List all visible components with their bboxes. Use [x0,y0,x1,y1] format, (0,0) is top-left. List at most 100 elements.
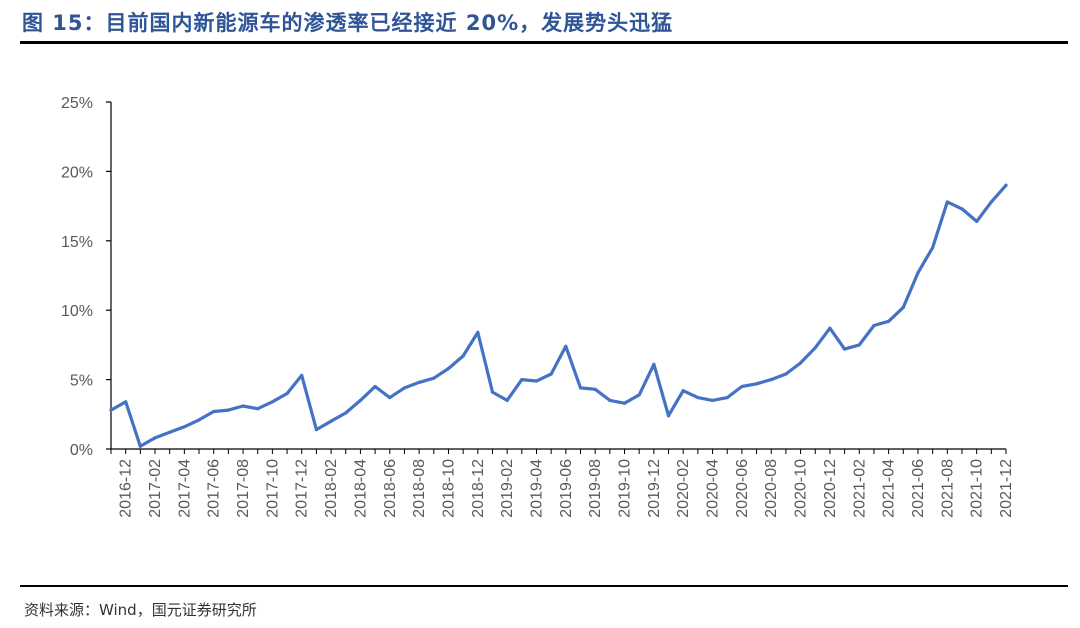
data-point [916,271,920,275]
x-tick-label: 2021-04 [881,459,898,518]
data-point [960,207,964,211]
data-point [226,408,230,412]
data-point [828,326,832,330]
data-point [300,373,304,378]
data-point [520,378,524,382]
data-point [813,346,817,350]
data-point [710,398,715,403]
data-point [725,396,729,400]
y-tick-label: 25% [61,95,93,112]
data-point [344,411,348,415]
x-tick-label: 2021-06 [910,459,927,518]
data-point [931,246,935,250]
data-point [754,382,759,386]
x-tick-label: 2017-10 [264,459,281,518]
y-tick-label: 10% [61,303,93,320]
data-point [637,393,641,397]
data-point [769,378,773,382]
data-point [549,372,553,376]
x-tick-label: 2016-12 [118,459,135,518]
data-point [461,354,465,358]
data-point [901,305,905,310]
data-point [798,361,803,365]
series-group [109,183,1008,448]
data-point [358,398,363,403]
data-point [314,427,319,432]
x-tick-label: 2019-12 [646,459,663,518]
data-point [388,396,392,400]
x-tick-label: 2017-04 [176,459,193,518]
x-tick-label: 2021-02 [851,459,868,518]
y-axis: 0% 5% 10% 15% 20% 25% [61,95,112,459]
line-chart: 0%5%10%15%20%25% 2016-12 2017-02 2017-04 20… [61,95,1015,518]
data-point [432,376,436,380]
x-tick-label: 2020-12 [822,459,839,518]
data-point [329,419,333,423]
data-point [564,344,568,348]
data-point [696,396,700,400]
x-tick-label: 2020-06 [734,459,751,518]
data-point [578,386,583,390]
data-point [241,404,245,408]
data-point [534,379,539,383]
x-tick-label: 2020-08 [763,459,780,518]
data-point [593,387,597,391]
x-tick-label: 2017-08 [235,459,252,518]
data-point [887,319,891,323]
y-tick-label: 20% [61,164,93,181]
x-tick-label: 2018-10 [440,459,457,518]
data-point [197,418,201,422]
data-point [490,390,495,394]
data-point [182,425,186,429]
data-point [1004,183,1008,187]
x-tick-label: 2019-02 [499,459,516,518]
x-tick-label: 2018-02 [323,459,340,518]
x-axis: 2016-12 2017-02 2017-04 2017-06 2017-08 2017-… [110,448,1015,518]
x-tick-label: 2017-02 [147,459,164,518]
x-tick-label: 2017-06 [206,459,223,518]
y-tick-label: 5% [70,373,93,390]
data-point [256,407,260,411]
x-tick-label: 2020-10 [793,459,810,518]
figure-title: 图 15：目前国内新能源车的渗透率已经接近 20%，发展势头迅猛 [22,11,674,35]
data-point [945,200,949,204]
data-point [109,408,113,412]
data-point [138,444,142,448]
x-tick-label: 2018-06 [382,459,399,518]
x-tick-label: 2021-10 [969,459,986,518]
x-tick-label: 2021-12 [998,459,1015,518]
data-point [402,386,407,390]
data-point [270,400,274,404]
data-point [446,366,451,371]
data-point [505,398,509,403]
y-tick-label: 15% [61,234,93,251]
y-tick-label: 0% [70,442,93,459]
data-point [124,400,128,404]
data-point [975,219,979,223]
data-point [168,430,172,434]
data-point [608,398,612,403]
x-tick-label: 2019-04 [528,459,545,518]
data-point [652,362,656,366]
data-point [681,389,685,393]
x-tick-label: 2020-02 [675,459,692,518]
title-rule [20,41,1068,44]
x-tick-label: 2018-04 [352,459,369,518]
data-point [857,343,861,347]
x-tick-label: 2019-06 [558,459,575,518]
data-point [373,384,377,389]
data-point [417,380,421,384]
data-point [784,372,788,376]
x-tick-label: 2020-04 [705,459,722,518]
x-tick-label: 2018-08 [411,459,428,518]
data-point [285,391,289,396]
source-rule [20,585,1068,587]
data-point [989,200,993,204]
data-point [476,330,480,335]
data-point [153,436,157,440]
data-point [622,401,627,405]
source-note: 资料来源：Wind，国元证券研究所 [24,601,257,619]
data-point [212,409,216,414]
x-tick-label: 2021-08 [939,459,956,518]
data-point [740,384,744,389]
